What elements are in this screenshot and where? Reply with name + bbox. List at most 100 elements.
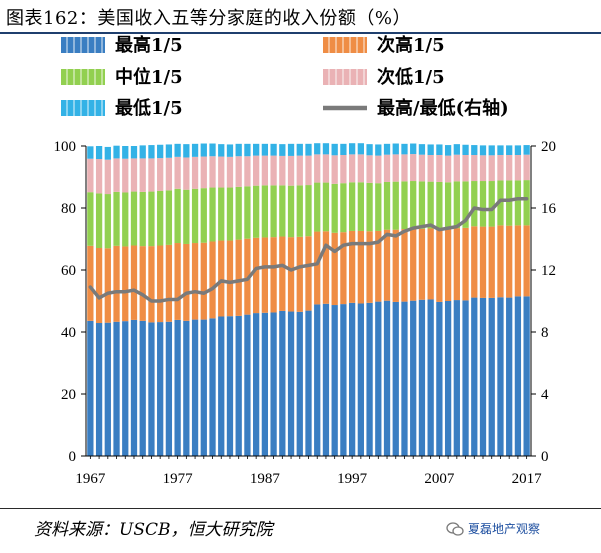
bar-bottom-1967 (87, 146, 94, 159)
bar-top-1977 (174, 319, 181, 456)
bar-second-1995 (331, 232, 338, 306)
bar-top-1981 (209, 318, 216, 456)
ratio-point-1975 (159, 300, 161, 302)
ratio-point-2014 (499, 199, 502, 201)
bar-fourth-2000 (375, 155, 382, 184)
y-left-tick-label: 80 (61, 201, 76, 217)
bar-middle-1985 (244, 186, 251, 239)
bar-top-2012 (479, 297, 487, 456)
bar-middle-2007 (436, 181, 443, 230)
legend-label-top: 最高1/5 (115, 34, 183, 56)
bar-top-2017 (523, 296, 530, 456)
bar-middle-2014 (497, 180, 504, 226)
bar-middle-2006 (427, 181, 434, 229)
bar-top-2000 (375, 301, 382, 456)
bar-fourth-2009 (453, 154, 460, 182)
bar-bottom-2009 (453, 144, 460, 155)
bar-middle-2000 (375, 183, 382, 231)
ratio-point-2012 (482, 208, 484, 211)
bar-fourth-2003 (401, 154, 408, 182)
bar-top-2001 (383, 300, 391, 456)
bar-second-2002 (392, 229, 399, 302)
bar-middle-1979 (191, 188, 199, 244)
bar-second-1991 (296, 236, 303, 312)
legend: 最高1/5 次高1/5 中位1/5 次低1/5 最低1/5 最高/最低(右轴) (61, 34, 509, 119)
bar-second-1989 (279, 236, 286, 311)
bar-top-1968 (95, 323, 103, 456)
ratio-point-2004 (412, 227, 414, 229)
bar-bottom-2006 (427, 144, 434, 155)
bar-middle-1973 (139, 191, 146, 247)
legend-label-second: 次高1/5 (377, 34, 445, 56)
ratio-point-1968 (98, 297, 100, 299)
ratio-point-2001 (386, 233, 388, 235)
bar-top-2013 (488, 297, 495, 456)
ratio-point-2007 (438, 229, 440, 231)
bar-top-1986 (253, 313, 260, 456)
bar-middle-1990 (287, 185, 295, 238)
y-left-tick-label: 0 (69, 449, 77, 465)
legend-swatch-fourth (323, 69, 367, 85)
bar-top-1994 (322, 303, 330, 456)
bar-top-1996 (340, 304, 347, 456)
bar-top-1998 (357, 303, 364, 456)
source-note: 资料来源：USCB，恒大研究院 (34, 520, 273, 540)
ratio-point-2008 (447, 227, 449, 229)
bar-fourth-1993 (314, 154, 321, 183)
bar-fourth-1989 (279, 155, 286, 186)
bar-fourth-1995 (331, 155, 338, 184)
watermark: 夏磊地产观察 (446, 520, 540, 537)
bar-fourth-1975 (157, 158, 164, 191)
bar-top-2008 (444, 301, 452, 456)
bar-fourth-1983 (226, 156, 234, 188)
bar-middle-2012 (479, 181, 487, 227)
bar-top-2010 (462, 300, 469, 456)
bar-middle-2002 (392, 181, 399, 230)
bar-middle-2016 (514, 180, 522, 226)
bar-top-1995 (331, 305, 338, 456)
bar-layer (87, 143, 530, 456)
bar-middle-1992 (305, 185, 312, 237)
bar-fourth-1985 (244, 156, 251, 187)
bar-bottom-2007 (436, 144, 443, 155)
ratio-point-1971 (124, 291, 126, 293)
bar-top-1975 (157, 322, 164, 456)
bar-second-2012 (479, 226, 487, 298)
bar-fourth-1970 (113, 158, 120, 192)
bar-middle-2011 (471, 181, 478, 227)
bar-bottom-1974 (148, 145, 155, 159)
bar-second-1984 (235, 239, 242, 316)
bar-fourth-2008 (444, 155, 452, 183)
ratio-point-2017 (526, 198, 528, 200)
legend-label-fourth: 次低1/5 (377, 66, 445, 88)
bar-middle-1977 (174, 188, 181, 244)
bar-bottom-2005 (418, 144, 426, 155)
bar-bottom-1973 (139, 145, 146, 159)
bar-bottom-1995 (331, 143, 338, 156)
bar-top-1982 (218, 316, 225, 456)
bar-second-1983 (226, 240, 234, 317)
ratio-point-1993 (316, 263, 318, 265)
bar-fourth-1968 (95, 159, 103, 194)
bar-second-1969 (104, 248, 111, 323)
ratio-point-2011 (473, 207, 475, 209)
ratio-point-2002 (395, 235, 397, 237)
bar-second-1970 (113, 245, 120, 322)
bar-second-2003 (401, 229, 408, 302)
bar-fourth-2001 (383, 154, 391, 182)
bar-middle-2015 (506, 180, 513, 226)
bar-top-2016 (514, 296, 522, 456)
y-right-tick-label: 4 (541, 387, 549, 403)
bar-second-2016 (514, 225, 522, 297)
y-left-tick-label: 60 (61, 263, 76, 279)
bar-bottom-1985 (244, 143, 251, 157)
bar-second-1993 (314, 231, 321, 305)
bar-fourth-1982 (218, 156, 225, 188)
bar-second-2005 (418, 228, 426, 300)
bar-bottom-1983 (226, 144, 234, 157)
bar-bottom-1997 (348, 143, 356, 155)
legend-swatch-bottom (61, 100, 105, 116)
y-right-tick-label: 12 (541, 263, 556, 279)
bar-fourth-1997 (348, 154, 356, 183)
bar-top-1985 (244, 314, 251, 456)
